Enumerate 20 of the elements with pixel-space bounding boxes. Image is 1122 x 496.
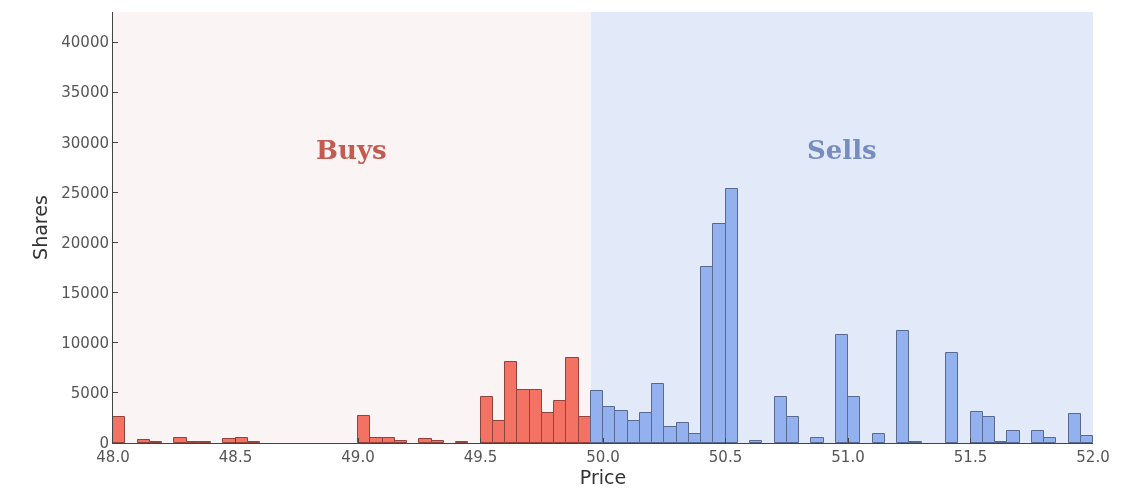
band-label: Sells bbox=[807, 135, 877, 165]
y-tick-label: 10000 bbox=[61, 334, 109, 353]
y-tick-label: 5000 bbox=[70, 384, 109, 403]
y-axis-title: Shares bbox=[29, 195, 52, 260]
y-tick-label: 15000 bbox=[61, 283, 109, 302]
y-tick-label: 25000 bbox=[61, 183, 109, 202]
band-label: Buys bbox=[316, 135, 387, 165]
x-tick-label: 52.0 bbox=[1076, 448, 1110, 466]
y-tick-label: 35000 bbox=[61, 83, 109, 102]
y-tick-label: 30000 bbox=[61, 133, 109, 152]
x-tick-label: 51.0 bbox=[831, 448, 865, 466]
x-tick-label: 51.5 bbox=[953, 448, 988, 466]
x-tick-label: 49.5 bbox=[463, 448, 498, 466]
y-tick-label: 40000 bbox=[61, 33, 109, 52]
x-tick-label: 50.0 bbox=[586, 448, 620, 466]
x-tick-label: 50.5 bbox=[708, 448, 743, 466]
y-tick-label: 20000 bbox=[61, 233, 109, 252]
x-tick-label: 49.0 bbox=[341, 448, 375, 466]
x-axis-title: Price bbox=[579, 466, 627, 488]
x-tick-label: 48.5 bbox=[218, 448, 253, 466]
